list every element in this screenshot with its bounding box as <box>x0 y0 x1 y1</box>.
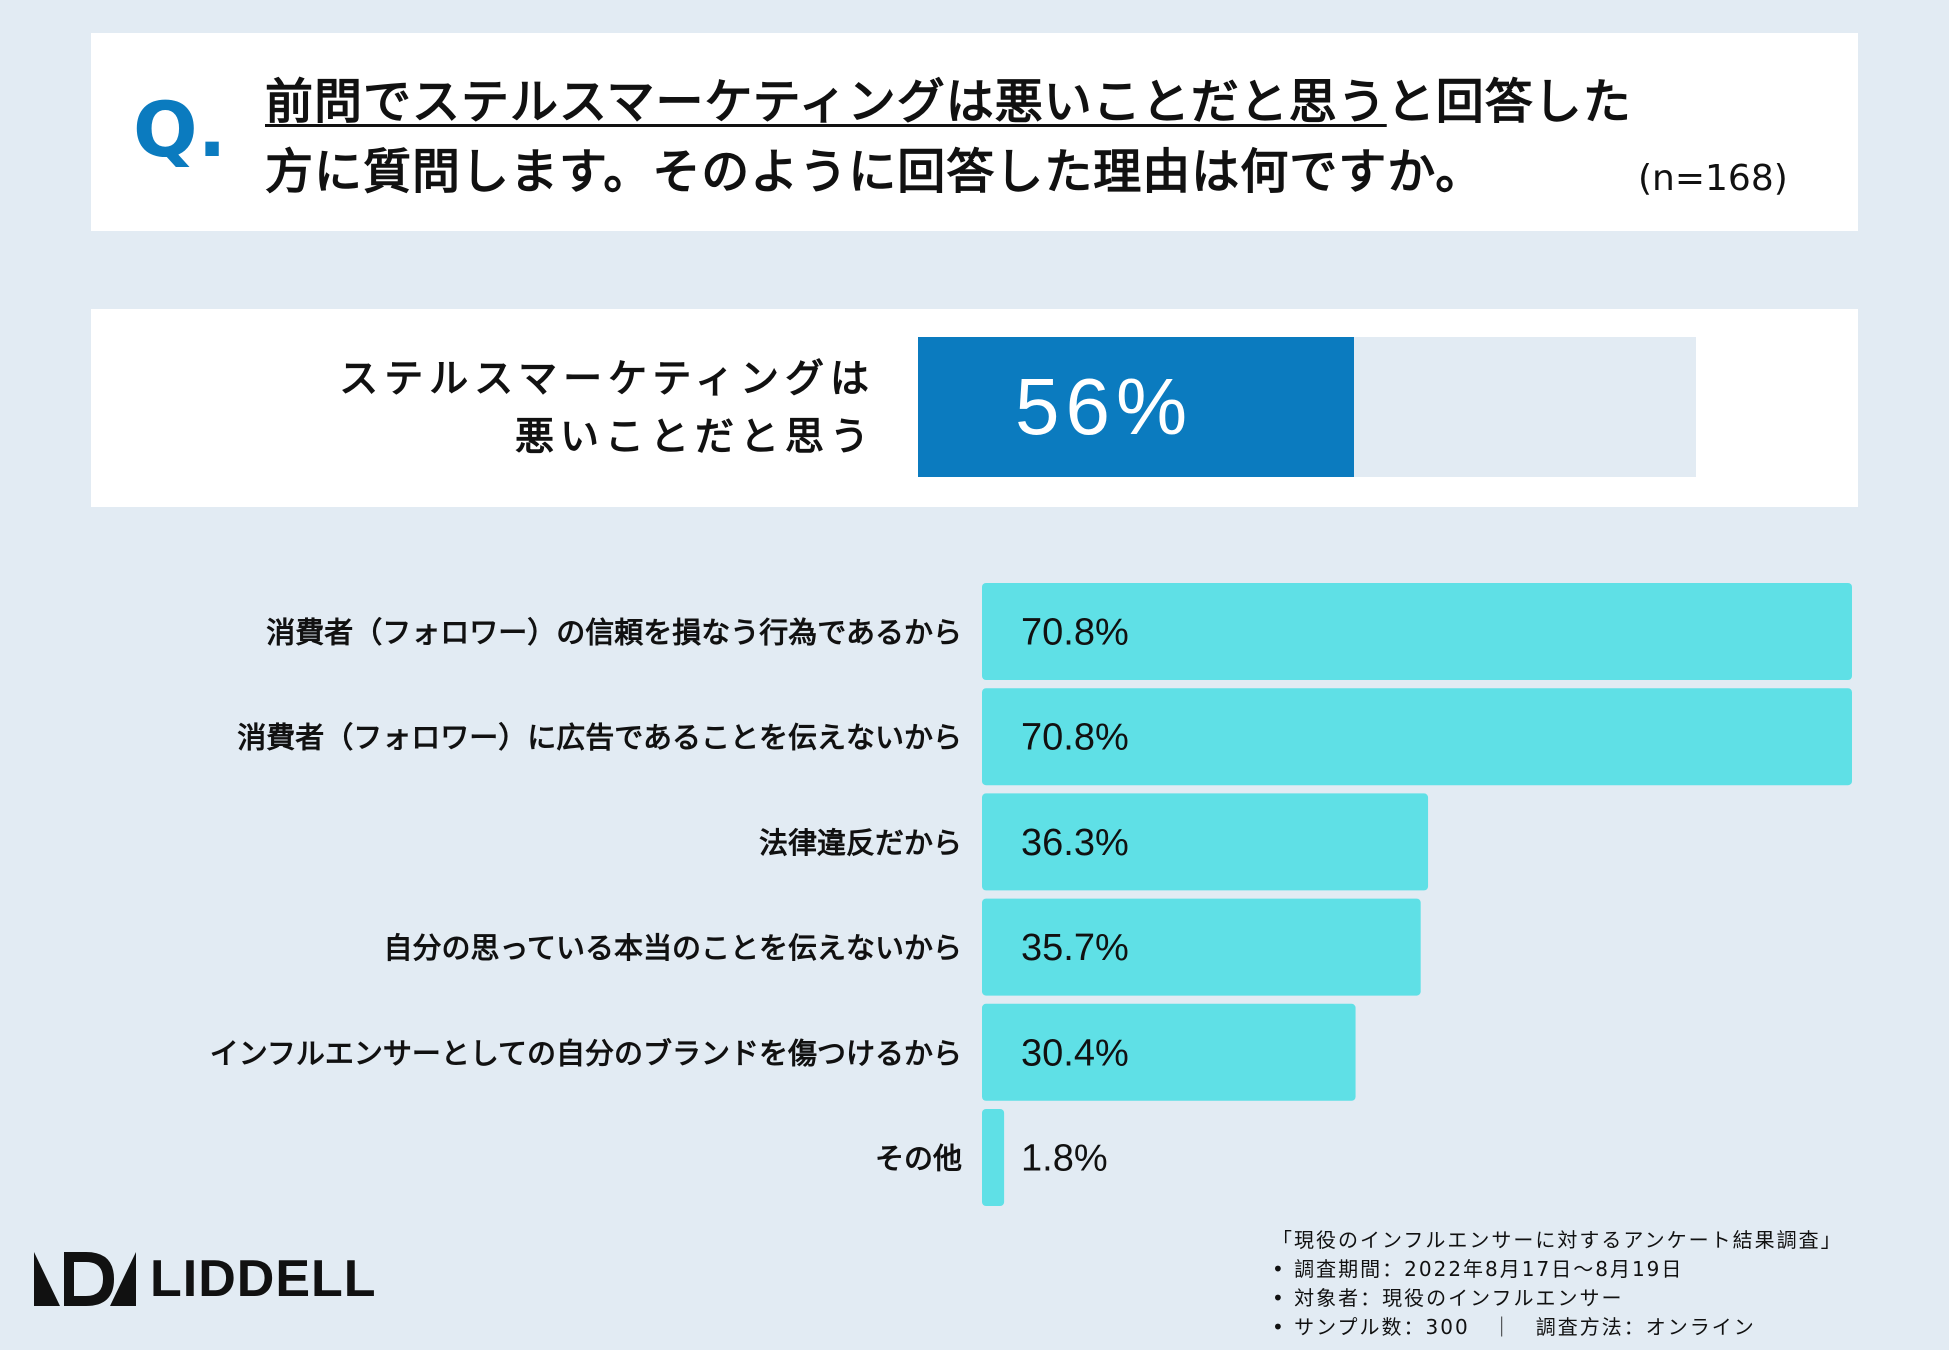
source-title: 「現役のインフルエンサーに対するアンケート結果調査」 <box>1272 1228 1843 1252</box>
category-label-5: その他 <box>875 1142 962 1176</box>
value-label-1: 70.8% <box>1021 717 1129 759</box>
category-label-0: 消費者（フォロワー）の信頼を損なう行為であるから <box>266 616 962 650</box>
headline-bar-fill <box>918 337 1354 477</box>
logo-text: LIDDELL <box>150 1250 377 1308</box>
liddell-logo-mark-icon <box>34 1252 136 1306</box>
question-line-1-rest: と回答した <box>1386 74 1632 130</box>
value-label-3: 35.7% <box>1021 927 1129 969</box>
survey-source: 「現役のインフルエンサーに対するアンケート結果調査」 • 調査期間：2022年8… <box>1272 1226 1843 1342</box>
value-label-4: 30.4% <box>1021 1032 1129 1074</box>
category-label-1: 消費者（フォロワー）に広告であることを伝えないから <box>237 721 962 755</box>
value-label-2: 36.3% <box>1021 822 1129 864</box>
bar-4 <box>982 1003 1356 1101</box>
headline-label-line-1: ステルスマーケティングは <box>339 357 875 402</box>
headline-label-line-2: 悪いことだと思う <box>514 415 875 460</box>
sample-size-label: (n=168) <box>1638 158 1788 199</box>
source-target: • 対象者：現役のインフルエンサー <box>1272 1286 1624 1310</box>
source-period: • 調査期間：2022年8月17日〜8月19日 <box>1272 1257 1684 1281</box>
liddell-logo: LIDDELL <box>34 1252 377 1306</box>
category-label-3: 自分の思っている本当のことを伝えないから <box>383 931 962 965</box>
headline-value: 56% <box>1015 362 1194 451</box>
question-underlined-text: 前問でステルスマーケティングは悪いことだと思う <box>265 74 1387 130</box>
category-label-2: 法律違反だから <box>759 826 962 860</box>
bar-3 <box>982 898 1421 996</box>
value-label-5: 1.8% <box>1021 1138 1108 1180</box>
bar-1 <box>982 688 1852 786</box>
question-line-1: 前問でステルスマーケティングは悪いことだと思うと回答した <box>265 72 1632 132</box>
bar-5 <box>982 1109 1005 1206</box>
bar-0 <box>982 583 1852 680</box>
value-label-0: 70.8% <box>1021 612 1129 654</box>
question-box <box>91 33 1858 231</box>
source-sample: • サンプル数：300 ｜ 調査方法：オンライン <box>1272 1315 1756 1339</box>
question-mark-label: Q. <box>133 85 227 174</box>
category-label-4: インフルエンサーとしての自分のブランドを傷つけるから <box>210 1036 962 1070</box>
bar-2 <box>982 793 1429 891</box>
question-line-2: 方に質問します。そのように回答した理由は何ですか。 <box>265 144 1485 200</box>
headline-label: ステルスマーケティングは 悪いことだと思う <box>339 351 875 467</box>
